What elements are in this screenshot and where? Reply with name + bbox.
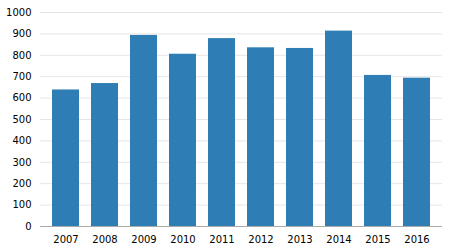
svg-text:1000: 1000 (6, 7, 31, 18)
svg-text:2010: 2010 (170, 234, 195, 245)
svg-text:2014: 2014 (326, 234, 351, 245)
svg-text:600: 600 (12, 92, 31, 103)
svg-text:2013: 2013 (287, 234, 312, 245)
svg-text:2007: 2007 (53, 234, 78, 245)
svg-text:400: 400 (12, 135, 31, 146)
svg-text:800: 800 (12, 50, 31, 61)
svg-text:2015: 2015 (365, 234, 390, 245)
svg-text:200: 200 (12, 178, 31, 189)
svg-text:100: 100 (12, 199, 31, 210)
svg-text:2012: 2012 (248, 234, 273, 245)
svg-text:500: 500 (12, 114, 31, 125)
svg-text:700: 700 (12, 71, 31, 82)
svg-text:2009: 2009 (131, 234, 156, 245)
svg-text:300: 300 (12, 157, 31, 168)
svg-text:2011: 2011 (209, 234, 234, 245)
svg-text:900: 900 (12, 28, 31, 39)
svg-text:0: 0 (25, 221, 31, 232)
svg-text:2008: 2008 (92, 234, 117, 245)
svg-text:2016: 2016 (404, 234, 429, 245)
